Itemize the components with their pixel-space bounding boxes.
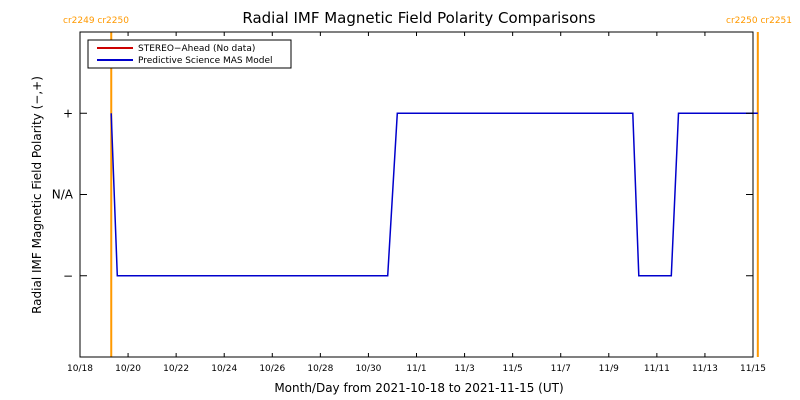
x-tick-label: 11/15 (740, 364, 766, 374)
y-tick-label: + (63, 106, 73, 120)
y-tick-label: − (63, 269, 73, 283)
y-tick-label: N/A (52, 188, 74, 202)
x-tick-label: 10/18 (67, 364, 93, 374)
legend: STEREO−Ahead (No data) Predictive Science… (87, 39, 292, 69)
y-axis-label: Radial IMF Magnetic Field Polarity (−,+) (30, 76, 44, 314)
carrington-markers: cr2249 cr2250 cr2250 cr2251 (63, 16, 792, 357)
legend-box (87, 39, 292, 69)
x-tick-label: 10/20 (115, 364, 141, 374)
series-line-mas-model (110, 112, 758, 277)
axis-ticks: 10/18 10/20 10/22 10/24 10/26 10/28 10/30 11/1 1… (52, 32, 766, 374)
x-tick-label: 11/3 (454, 364, 474, 374)
plot-frame (79, 31, 754, 358)
x-tick-label: 11/7 (551, 364, 571, 374)
carrington-marker-label: cr2249 cr2250 (63, 16, 129, 26)
x-tick-label: 10/30 (355, 364, 381, 374)
carrington-marker-label: cr2250 cr2251 (726, 16, 792, 26)
x-tick-label: 11/9 (599, 364, 619, 374)
x-tick-label: 10/26 (259, 364, 285, 374)
legend-entry-label: Predictive Science MAS Model (138, 56, 273, 66)
x-tick-label: 10/22 (163, 364, 189, 374)
x-tick-label: 11/11 (644, 364, 670, 374)
x-tick-label: 10/28 (307, 364, 333, 374)
x-tick-label: 11/5 (503, 364, 523, 374)
x-axis-label: Month/Day from 2021-10-18 to 2021-11-15 … (274, 381, 563, 395)
x-tick-label: 11/13 (692, 364, 718, 374)
chart-title: Radial IMF Magnetic Field Polarity Compa… (242, 9, 595, 27)
x-tick-label: 10/24 (211, 364, 237, 374)
x-tick-label: 11/1 (406, 364, 426, 374)
series-lines (110, 112, 758, 277)
legend-entry-label: STEREO−Ahead (No data) (138, 44, 255, 54)
